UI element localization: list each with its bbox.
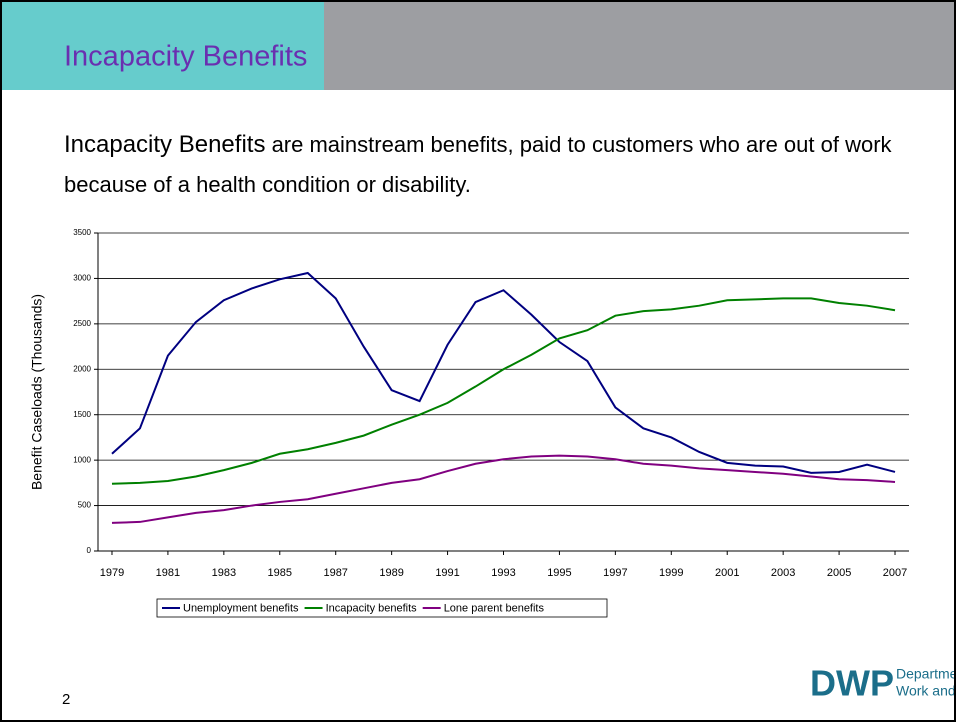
- series-line: [111, 271, 896, 474]
- x-tick-label: 2007: [883, 567, 907, 579]
- x-tick-label: 1981: [156, 567, 180, 579]
- series-line: [111, 297, 896, 485]
- legend-label: Lone parent benefits: [444, 602, 545, 614]
- y-tick-label: 2000: [73, 364, 91, 373]
- x-tick-label: 1993: [491, 567, 515, 579]
- header-teal: [2, 2, 324, 90]
- y-tick-label: 3500: [73, 228, 91, 237]
- slide-title: Incapacity Benefits: [64, 41, 307, 73]
- x-tick-label: 2003: [771, 567, 795, 579]
- body-lead: Incapacity Benefits: [64, 131, 266, 158]
- y-axis-label: Benefit Caseloads (Thousands): [29, 294, 45, 490]
- y-tick-label: 1000: [73, 455, 91, 464]
- x-tick-label: 1995: [547, 567, 571, 579]
- x-tick-label: 1989: [379, 567, 403, 579]
- y-tick-label: 2500: [73, 319, 91, 328]
- body-text: Incapacity Benefits are mainstream benef…: [64, 125, 900, 205]
- x-tick-label: 1987: [323, 567, 347, 579]
- logo-line: Department for: [896, 666, 954, 682]
- x-tick-label: 1997: [603, 567, 627, 579]
- x-tick-label: 2001: [715, 567, 739, 579]
- logo-line: Work and Pensions: [896, 683, 954, 699]
- x-tick-label: 1985: [268, 567, 292, 579]
- x-tick-label: 1983: [212, 567, 236, 579]
- y-tick-label: 3000: [73, 274, 91, 283]
- page-number: 2: [62, 691, 70, 708]
- legend-label: Incapacity benefits: [326, 602, 418, 614]
- series-line: [111, 454, 896, 524]
- body-rest: are mainstream benefits, paid to custome…: [64, 132, 892, 197]
- y-tick-label: 0: [87, 546, 92, 555]
- x-tick-label: 1999: [659, 567, 683, 579]
- y-tick-label: 500: [78, 501, 92, 510]
- x-tick-label: 2005: [827, 567, 851, 579]
- header-grey: [324, 2, 954, 90]
- x-tick-label: 1979: [100, 567, 124, 579]
- chart: 0 500 1000 1500 2000 2500 3000 3500 1979 1981 1983…: [73, 228, 909, 618]
- x-tick-label: 1991: [435, 567, 459, 579]
- y-tick-label: 1500: [73, 410, 91, 419]
- legend-box: [156, 598, 608, 618]
- legend-label: Unemployment benefits: [183, 602, 299, 614]
- logo-mark: DWP: [810, 663, 894, 704]
